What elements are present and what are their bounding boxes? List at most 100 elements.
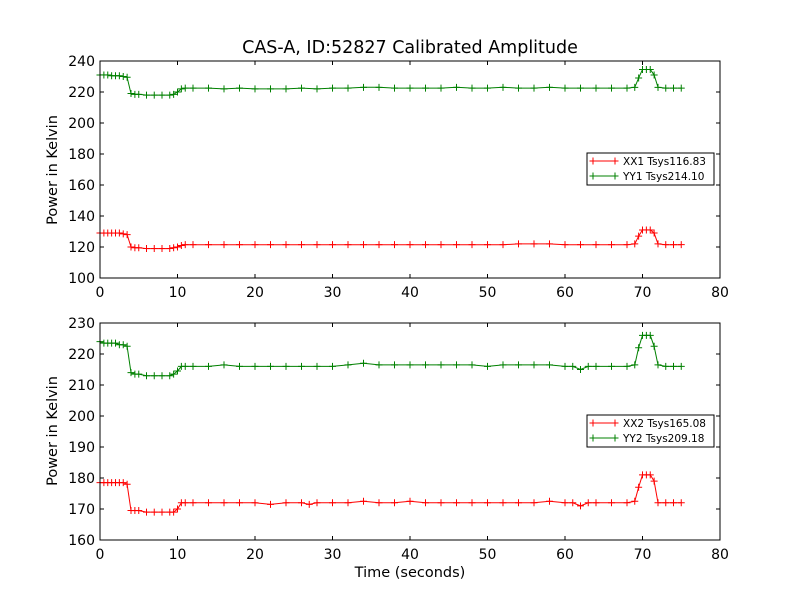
bottom-x-tick-label: 30 [324, 547, 342, 563]
bottom-series-1-point [484, 362, 491, 370]
bottom-series-1-point [546, 361, 553, 369]
bottom-series-0-point [592, 499, 600, 507]
top-series-0-point [123, 231, 131, 239]
top-series-1-point [422, 84, 429, 92]
top-series-1-point [104, 71, 112, 79]
bottom-series-0-point [650, 477, 658, 485]
bottom-series-0-point [143, 508, 150, 516]
bottom-subplot: Power in Kelvin Time (seconds) 0 10 20 30 40… [45, 316, 729, 581]
top-series-1-point [127, 90, 135, 98]
top-series-0-point [650, 229, 658, 237]
bottom-series-0-point [437, 499, 445, 507]
bottom-series-1-point [592, 362, 600, 370]
bottom-series-0-point [236, 499, 243, 507]
top-series-0-point [158, 245, 166, 253]
bottom-series-1-point [422, 361, 429, 369]
bottom-series-1-point [123, 342, 131, 350]
top-series-0-point [220, 241, 228, 249]
top-legend-box [586, 152, 715, 186]
top-series-1-point [123, 73, 131, 81]
bottom-series-0-point [561, 499, 569, 507]
top-x-tick-label: 30 [324, 285, 342, 301]
top-series-1-point [437, 84, 445, 92]
bottom-series-0-point [635, 483, 643, 491]
bottom-series-0-point [453, 499, 460, 507]
top-x-tick-label: 0 [96, 285, 105, 301]
top-series-0-point [662, 241, 670, 249]
top-x-tick-label: 80 [711, 285, 729, 301]
top-series-1-point [181, 84, 189, 92]
top-series-1-point [592, 84, 600, 92]
bottom-series-1-point [344, 361, 352, 369]
top-plot-area: 0 10 20 30 40 50 60 70 80 100 120 140 160 180 200 220 24… [68, 54, 729, 301]
top-x-tick-label: 60 [556, 285, 574, 301]
bottom-series-0-point [662, 499, 670, 507]
bottom-series-0-point [406, 497, 414, 505]
bottom-series-0-point [484, 499, 491, 507]
top-y-tick-label: 240 [68, 54, 95, 70]
top-series-0-point [205, 241, 212, 249]
top-series-0-point [236, 241, 243, 249]
bottom-legend-box [586, 414, 715, 448]
top-y-tick-label: 140 [68, 209, 95, 225]
bottom-series-1-point [406, 361, 414, 369]
bottom-legend-marker [611, 419, 619, 427]
top-series-0-point [375, 241, 383, 249]
bottom-series-0-point [251, 499, 259, 507]
bottom-legend-marker [611, 434, 619, 442]
top-series-0-point [282, 241, 290, 249]
top-series-0-point [608, 241, 615, 249]
top-series-0-point [127, 243, 135, 251]
bottom-series-1-point [166, 372, 174, 380]
top-series-1-point [166, 91, 174, 99]
top-y-tick-label: 220 [68, 85, 95, 101]
top-series-1-point [406, 84, 414, 92]
top-series-1-point [143, 91, 150, 99]
bottom-plot-area: 0 10 20 30 40 50 60 70 80 160 170 180 190 200 210 220 23… [68, 316, 729, 563]
top-x-tick-label: 50 [479, 285, 497, 301]
top-series-1-point [468, 84, 476, 92]
bottom-x-tick-label: 20 [246, 547, 264, 563]
top-legend-marker [589, 172, 597, 180]
top-series-0-point [170, 244, 178, 252]
bottom-series-1-point [391, 361, 398, 369]
bottom-series-1-point [329, 362, 336, 370]
top-series-0-point [166, 245, 174, 253]
bottom-series-0-point [313, 499, 321, 507]
top-series-1-point [189, 84, 197, 92]
bottom-series-1-point [635, 344, 643, 352]
top-series-0-point [174, 243, 181, 251]
bottom-series-1-point [236, 362, 243, 370]
bottom-series-1-point [143, 372, 150, 380]
top-series-0-point [181, 241, 189, 249]
top-series-0-point [646, 226, 654, 234]
bottom-series-1-point [220, 361, 228, 369]
top-y-tick-label: 100 [68, 271, 95, 287]
bottom-series-0-point [135, 507, 143, 515]
bottom-series-0-point [546, 497, 553, 505]
top-series-1-point [561, 84, 569, 92]
bottom-series-0-point [577, 502, 584, 510]
bottom-series-1-point [437, 361, 445, 369]
bottom-series-1-point [135, 370, 143, 378]
bottom-series-0-point [220, 499, 228, 507]
top-x-tick-label: 20 [246, 285, 264, 301]
top-series-1-point [115, 72, 123, 80]
top-series-0-point [577, 241, 584, 249]
bottom-series-0-point [150, 508, 158, 516]
bottom-series-1-point [298, 362, 305, 370]
bottom-series-1-point [650, 342, 658, 350]
bottom-series-0-point [677, 499, 685, 507]
bottom-series-1-point [677, 362, 685, 370]
bottom-series-1-point [267, 362, 274, 370]
bottom-series-0-point [391, 499, 398, 507]
bottom-series-1-point [127, 369, 135, 377]
top-series-1-point [499, 83, 507, 91]
bottom-series-1-point [569, 362, 577, 370]
top-series-1-point [174, 88, 181, 96]
bottom-series-0-point [631, 497, 639, 505]
bottom-x-tick-label: 40 [401, 547, 419, 563]
bottom-y-tick-label: 220 [68, 347, 95, 363]
